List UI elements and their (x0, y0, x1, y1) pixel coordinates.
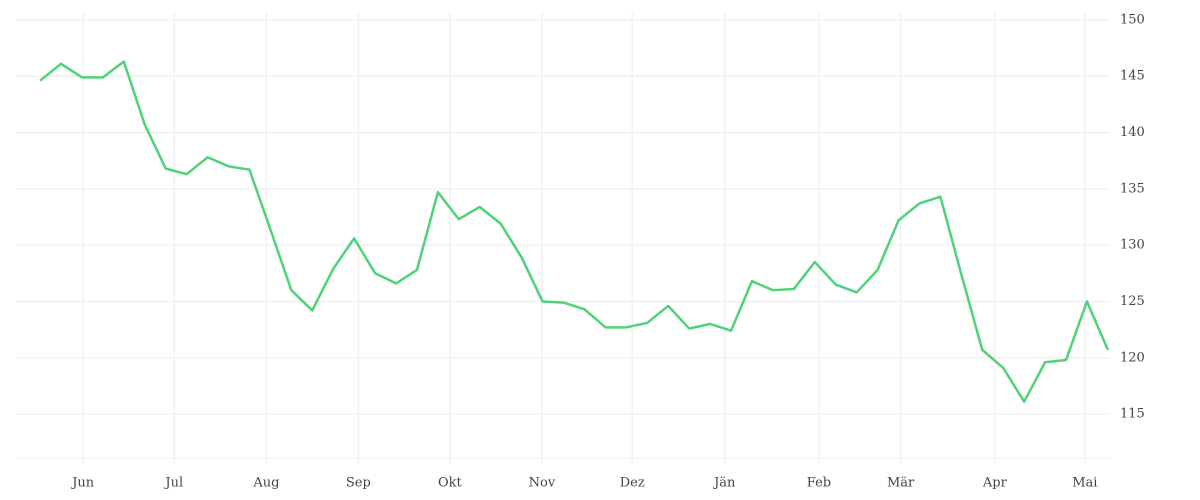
y-tick-label: 130 (1120, 238, 1145, 253)
y-tick-label: 145 (1120, 69, 1145, 84)
y-tick-label: 135 (1120, 181, 1145, 196)
x-tick-label: Jän (712, 476, 736, 491)
x-tick-label: Aug (252, 476, 279, 491)
x-tick-label: Apr (982, 476, 1008, 491)
y-tick-label: 115 (1120, 407, 1145, 422)
y-tick-label: 140 (1120, 125, 1145, 140)
x-tick-label: Feb (807, 476, 831, 491)
y-tick-label: 125 (1120, 294, 1145, 309)
x-tick-label: Jul (163, 476, 183, 491)
x-tick-label: Mär (887, 476, 915, 491)
y-tick-label: 150 (1120, 12, 1145, 27)
y-tick-label: 120 (1120, 350, 1145, 365)
x-tick-label: Jun (70, 476, 95, 491)
x-tick-label: Mai (1072, 476, 1097, 491)
x-tick-label: Sep (346, 476, 371, 491)
x-tick-label: Nov (529, 476, 556, 491)
x-tick-label: Okt (438, 476, 463, 491)
x-tick-label: Dez (620, 476, 645, 491)
data-line (39, 60, 1110, 403)
